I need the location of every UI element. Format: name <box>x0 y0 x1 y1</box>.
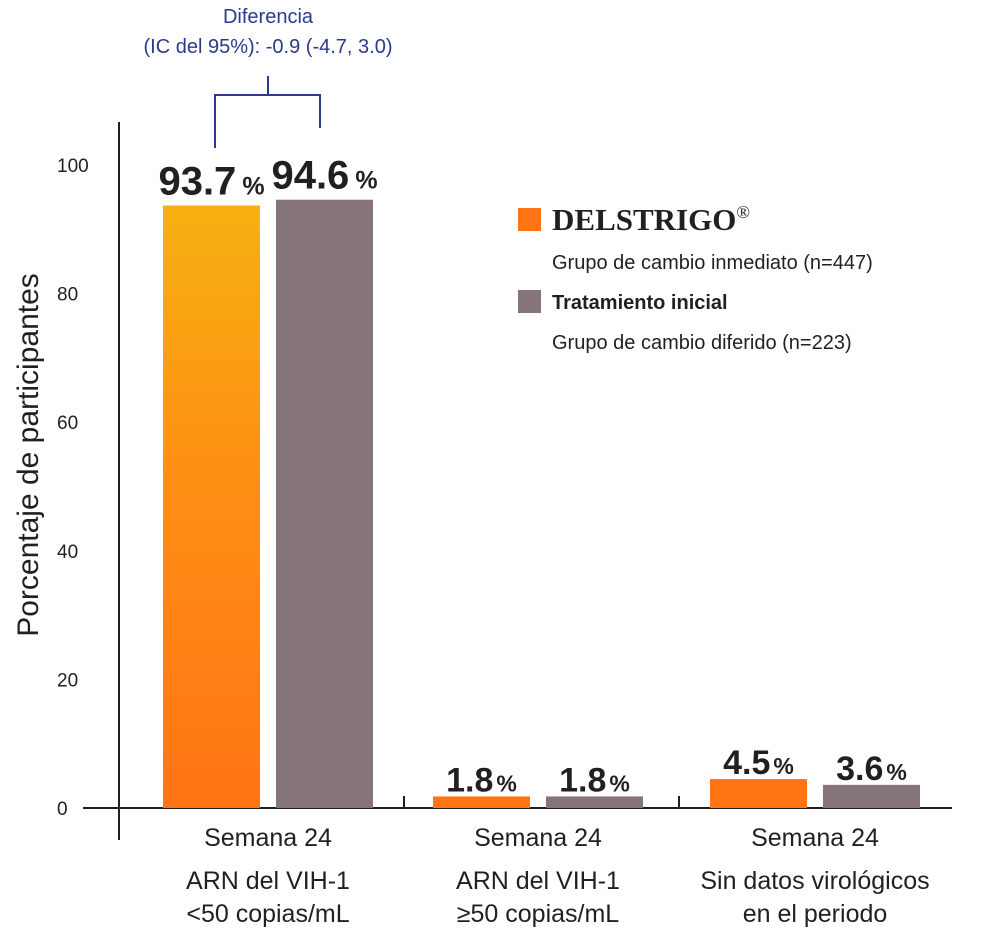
y-tick-label-4: 80 <box>57 285 78 306</box>
value-label-s0-c0: 93.7% <box>158 160 264 204</box>
legend-comparator: Tratamiento inicial <box>552 292 728 314</box>
bars <box>163 199 920 809</box>
annotation-line-2: (IC del 95%): -0.9 (-4.7, 3.0) <box>144 36 393 58</box>
bar-s1-c0 <box>276 199 373 809</box>
category-labels: Semana 24 ARN del VIH-1 <50 copias/mL Seman… <box>186 824 930 928</box>
y-tick-label-3: 60 <box>57 413 78 434</box>
legend-comparator-subtitle: Grupo de cambio diferido (n=223) <box>552 332 852 354</box>
value-label-s1-c0: 94.6% <box>271 154 377 198</box>
category-label-0-line1: Semana 24 <box>204 824 332 852</box>
annotation-line-1: Diferencia <box>223 6 314 28</box>
bar-s0-c1 <box>433 796 530 808</box>
y-axis-label: Porcentaje de participantes <box>12 273 45 637</box>
y-tick-labels: 0 20 40 60 80 100 <box>57 156 89 820</box>
category-label-2-line2: Sin datos virológicos <box>700 867 929 895</box>
difference-annotation: Diferencia (IC del 95%): -0.9 (-4.7, 3.0… <box>144 6 393 148</box>
category-label-0-line3: <50 copias/mL <box>186 900 349 928</box>
y-tick-label-1: 20 <box>57 670 78 691</box>
bar-s1-c1 <box>546 796 643 808</box>
category-label-2-line1: Semana 24 <box>751 824 879 852</box>
value-label-s1-c1: 1.8% <box>559 761 630 799</box>
legend-brand-subtitle: Grupo de cambio inmediato (n=447) <box>552 252 873 274</box>
y-tick-label-2: 40 <box>57 542 78 563</box>
category-label-0-line2: ARN del VIH-1 <box>186 867 350 895</box>
value-label-s1-c2: 3.6% <box>836 750 907 788</box>
y-tick-label-0: 0 <box>57 799 68 820</box>
category-label-1-line2: ARN del VIH-1 <box>456 867 620 895</box>
value-label-s0-c2: 4.5% <box>723 744 794 782</box>
bar-s1-c2 <box>823 784 920 808</box>
value-label-s0-c1: 1.8% <box>446 761 517 799</box>
category-label-1-line1: Semana 24 <box>474 824 602 852</box>
annotation-bracket <box>214 76 321 148</box>
bar-s0-c2 <box>710 779 807 808</box>
legend: DELSTRIGO® Grupo de cambio inmediato (n=… <box>518 202 873 354</box>
category-label-2-line3: en el periodo <box>743 900 888 928</box>
legend-brand: DELSTRIGO® <box>552 202 750 237</box>
value-labels: 93.7 % 1.8 % 4.5 % 94.6 % 1.8% 3.6% <box>158 154 906 800</box>
y-tick-label-5: 100 <box>57 156 89 177</box>
bar-s0-c0 <box>163 205 260 808</box>
legend-swatch-delstrigo <box>518 208 541 231</box>
legend-swatch-comparator <box>518 290 541 313</box>
category-label-1-line3: ≥50 copias/mL <box>457 900 620 928</box>
